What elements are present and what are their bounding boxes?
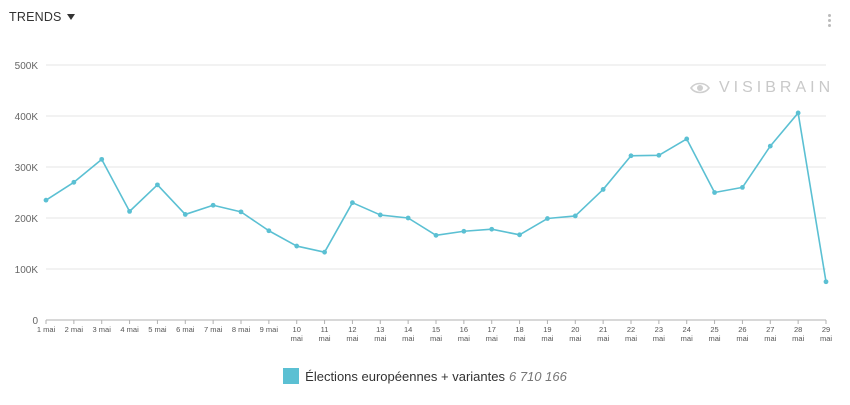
x-tick-label: 25 mai	[709, 325, 721, 343]
data-point	[795, 110, 801, 116]
data-point	[294, 243, 300, 249]
data-point	[517, 232, 522, 238]
trends-dropdown[interactable]: TRENDS	[9, 10, 75, 24]
x-tick-label: 2 mai	[65, 325, 84, 334]
x-tick-label: 12 mai	[346, 325, 358, 343]
x-tick-label: 17 mai	[486, 325, 498, 343]
data-point	[377, 212, 383, 218]
x-tick-label: 9 mai	[260, 325, 279, 334]
data-point	[489, 226, 495, 232]
x-tick-label: 7 mai	[204, 325, 223, 334]
data-point	[99, 156, 105, 162]
x-tick-label: 4 mai	[120, 325, 139, 334]
series-line	[45, 112, 827, 282]
data-point	[405, 215, 411, 221]
y-tick-label: 200K	[15, 214, 39, 225]
x-tick-label: 13 mai	[374, 325, 386, 343]
legend-label: Élections européennes + variantes	[305, 368, 505, 384]
data-point	[322, 249, 327, 255]
x-tick-label: 29 mai	[820, 325, 832, 343]
eye-icon	[690, 82, 710, 94]
x-tick-label: 14 mai	[402, 325, 414, 343]
data-point	[155, 182, 160, 188]
data-point	[545, 216, 550, 221]
y-tick-label: 500K	[15, 61, 39, 72]
data-point	[740, 185, 745, 190]
x-tick-label: 8 mai	[232, 325, 251, 334]
y-tick-label: 100K	[15, 265, 39, 276]
caret-down-icon	[66, 14, 75, 20]
x-tick-label: 10 mai	[291, 325, 303, 343]
legend-total: 6 710 166	[508, 368, 567, 384]
data-point	[600, 187, 606, 192]
data-point	[572, 213, 578, 219]
x-tick-label: 23 mai	[653, 325, 665, 343]
x-tick-label: 6 mai	[176, 325, 195, 334]
data-point	[182, 212, 188, 217]
data-point	[684, 136, 690, 142]
y-tick-label: 0	[32, 316, 38, 327]
data-point	[767, 143, 773, 149]
x-tick-label: 21 mai	[597, 325, 609, 343]
data-point	[71, 179, 77, 185]
data-point	[43, 197, 49, 203]
more-vertical-icon[interactable]	[828, 14, 832, 27]
data-point	[210, 202, 216, 208]
data-point	[266, 228, 272, 234]
data-point	[628, 153, 634, 159]
x-tick-label: 16 mai	[458, 325, 470, 343]
x-tick-label: 15 mai	[430, 325, 442, 343]
x-tick-label: 3 mai	[93, 325, 112, 334]
x-tick-label: 26 mai	[736, 325, 748, 343]
y-tick-label: 300K	[15, 163, 39, 174]
x-tick-label: 20 mai	[569, 325, 581, 343]
data-point	[712, 190, 717, 195]
visibrain-watermark: VISIBRAIN	[690, 79, 834, 97]
x-tick-label: 11 mai	[319, 325, 331, 343]
x-tick-label: 27 mai	[764, 325, 776, 343]
y-tick-label: 400K	[15, 112, 39, 123]
x-tick-label: 28 mai	[792, 325, 804, 343]
x-tick-label: 24 mai	[681, 325, 693, 343]
data-point	[433, 232, 439, 238]
watermark-text: VISIBRAIN	[719, 79, 835, 96]
x-tick-label: 22 mai	[625, 325, 637, 343]
x-tick-label: 18 mai	[514, 325, 526, 343]
data-point	[823, 279, 829, 285]
trends-title: TRENDS	[9, 10, 62, 24]
data-point	[656, 152, 662, 158]
x-tick-label: 19 mai	[541, 325, 553, 343]
x-tick-label: 5 mai	[148, 325, 167, 334]
data-point	[127, 208, 132, 214]
legend[interactable]: Élections européennes + variantes 6 710 …	[0, 368, 850, 384]
x-tick-label: 1 mai	[37, 325, 56, 334]
legend-swatch	[283, 368, 300, 384]
data-point	[461, 228, 467, 234]
data-point	[238, 209, 244, 215]
data-point	[350, 200, 355, 206]
